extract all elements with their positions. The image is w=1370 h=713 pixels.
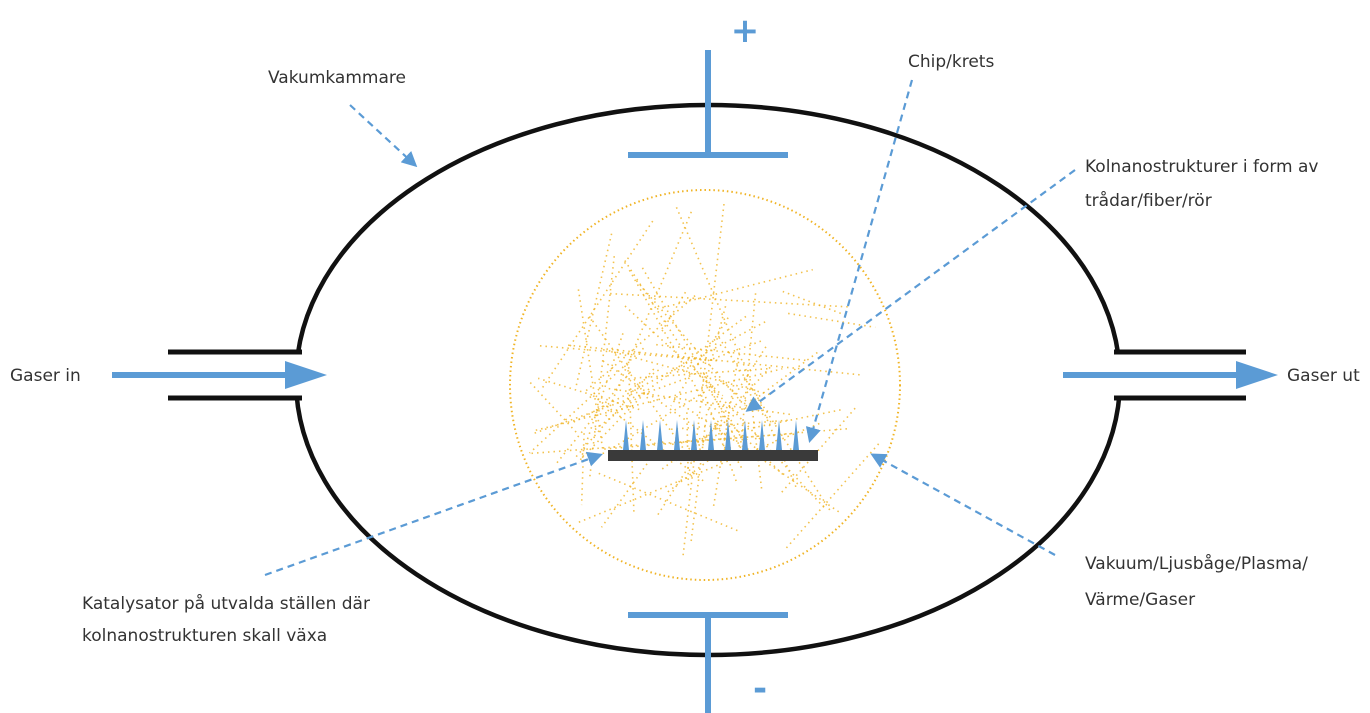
- plasma-strand: [670, 396, 840, 513]
- plasma-strand: [580, 392, 646, 459]
- plasma-strand: [671, 408, 844, 446]
- plasma-strand: [592, 395, 706, 483]
- nanotube: [742, 420, 748, 450]
- plasma-strand: [606, 292, 848, 308]
- plasma-strand: [539, 345, 719, 362]
- positive-sign: +: [731, 11, 760, 51]
- outlet-arrow-head: [1236, 361, 1278, 389]
- nanotube: [708, 420, 714, 450]
- nanotube: [657, 420, 663, 450]
- plasma-strand: [657, 343, 769, 516]
- plasma-strand: [528, 347, 645, 454]
- plasma-strand: [670, 317, 729, 407]
- plasma-strand: [594, 313, 750, 431]
- chip-pointer: [805, 79, 914, 443]
- nanotube: [691, 420, 697, 450]
- plasma-strand: [712, 355, 740, 507]
- chip-label: Chip/krets: [908, 52, 994, 72]
- plasma-strand: [788, 312, 876, 329]
- catalyst-label: Katalysator på utvalda ställen där: [82, 593, 370, 614]
- plasma-strand: [535, 367, 783, 432]
- plasma-strand: [588, 315, 693, 462]
- environment-pointer: [870, 453, 1056, 556]
- nanostructure-label: trådar/fiber/rör: [1085, 190, 1212, 211]
- plasma-strand: [529, 382, 577, 433]
- plasma-strand: [660, 291, 687, 334]
- nanotube: [674, 420, 680, 450]
- plasma-strand: [531, 432, 799, 455]
- plasma-strand: [629, 367, 663, 391]
- environment-label: Värme/Gaser: [1085, 590, 1195, 610]
- gas-out-label: Gaser ut: [1287, 366, 1360, 386]
- plasma-strand: [627, 361, 635, 514]
- plasma-strand: [578, 333, 624, 465]
- nanotube: [776, 420, 782, 450]
- catalyst-pointer: [264, 451, 603, 577]
- plasma-strand: [627, 267, 743, 468]
- nanostructure-pointer: [745, 169, 1076, 412]
- positive-electrode: [628, 50, 788, 158]
- nanotube: [623, 420, 629, 450]
- plasma-strand: [700, 384, 737, 482]
- nanotubes: [623, 420, 799, 450]
- plasma-strand: [631, 367, 768, 380]
- plasma-strand: [717, 336, 831, 511]
- chamber-pointer: [349, 104, 418, 168]
- plasma-strand: [656, 268, 813, 310]
- plasma-strand: [602, 360, 698, 429]
- vacuum-chamber: [293, 102, 1123, 658]
- nanostructure-label: Kolnanostrukturer i form av: [1085, 157, 1318, 177]
- nanotube: [759, 420, 765, 450]
- outlet-pipe: [1114, 349, 1246, 401]
- plasma-strand: [585, 295, 696, 392]
- plasma-strand: [537, 377, 640, 411]
- environment-label: Vakuum/Ljusbåge/Plasma/: [1085, 553, 1308, 574]
- plasma-strand: [605, 208, 694, 417]
- nanotube: [725, 420, 731, 450]
- negative-electrode: [628, 612, 788, 713]
- plasma-cloud: [509, 189, 901, 581]
- inlet-arrow-head: [285, 361, 327, 389]
- chamber-label: Vakumkammare: [268, 68, 406, 88]
- negative-sign: -: [753, 669, 767, 709]
- nanotube: [640, 420, 646, 450]
- plasma-strand: [782, 290, 847, 317]
- plasma-strand: [635, 280, 746, 407]
- plasma-strand: [568, 344, 863, 376]
- plasma-strand: [580, 433, 585, 506]
- plasma-strand: [704, 306, 727, 386]
- inlet-pipe: [168, 349, 302, 401]
- plasma-strand: [707, 401, 784, 475]
- plasma-strand: [708, 385, 741, 447]
- catalyst-label: kolnanostrukturen skall växa: [82, 626, 327, 646]
- plasma-strand: [608, 349, 773, 397]
- gas-in-label: Gaser in: [10, 366, 81, 386]
- plasma-strand: [666, 443, 731, 494]
- plasma-strand: [624, 305, 724, 397]
- nanotube: [793, 420, 799, 450]
- plasma-strand: [575, 233, 613, 387]
- plasma-strand: [573, 320, 768, 423]
- plasma-boundary: [509, 189, 901, 581]
- plasma-strand: [676, 340, 762, 373]
- plasma-strand: [542, 218, 655, 388]
- plasma-strand: [594, 471, 738, 532]
- plasma-strand: [576, 422, 820, 524]
- plasma-strand: [641, 267, 757, 463]
- chip: [608, 450, 818, 461]
- plasma-strand: [577, 289, 605, 457]
- plasma-strand: [686, 409, 690, 486]
